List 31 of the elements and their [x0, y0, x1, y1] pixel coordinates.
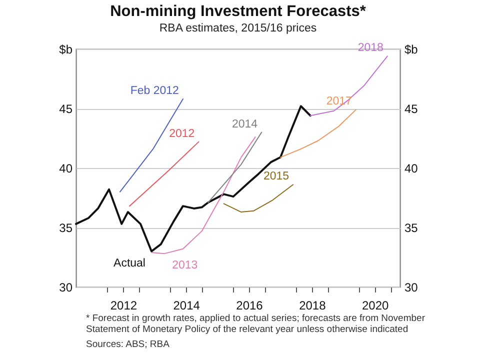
series-label: 2013: [172, 260, 198, 272]
y2-tick-label: 35: [404, 221, 418, 235]
series-label: 2014: [232, 118, 258, 130]
chart-subtitle: RBA estimates, 2015/16 prices: [159, 22, 317, 35]
series-label: Actual: [114, 257, 146, 270]
series-label: 2012: [169, 128, 195, 140]
y-tick-label: 45: [59, 102, 73, 116]
chart-title: Non-mining Investment Forecasts*: [110, 3, 367, 20]
line-series: [223, 184, 294, 213]
y2-tick-label: 30: [404, 280, 418, 294]
line-series: [150, 136, 256, 254]
y2-tick-label: 40: [404, 162, 418, 176]
x-tick-label: 2016: [236, 298, 264, 312]
x-tick-label: 2012: [110, 298, 138, 312]
line-series: [310, 56, 388, 116]
series-label: 2015: [263, 170, 290, 183]
line-series: [280, 109, 356, 158]
y-tick-label: 30: [59, 280, 73, 294]
y-tick-label: $b: [59, 42, 73, 56]
y2-tick-label: $b: [404, 42, 418, 56]
y-tick-label: 40: [59, 162, 73, 176]
x-tick-label: 2018: [299, 298, 326, 312]
x-tick-label: 2020: [362, 298, 390, 312]
source-note: Sources: ABS; RBA: [86, 338, 170, 350]
y-tick-label: 35: [59, 221, 73, 235]
y2-tick-label: 45: [404, 102, 418, 116]
text: * Forecast in growth rates, applied to actual series; forecasts are from November Statement of Monetary Policy of the relevant year unless otherwise indicated: [86, 313, 426, 336]
series-label: 2018: [358, 42, 384, 54]
x-tick-label: 2014: [173, 298, 200, 312]
series-label: Feb 2012: [130, 84, 179, 97]
line-series: [75, 105, 312, 252]
